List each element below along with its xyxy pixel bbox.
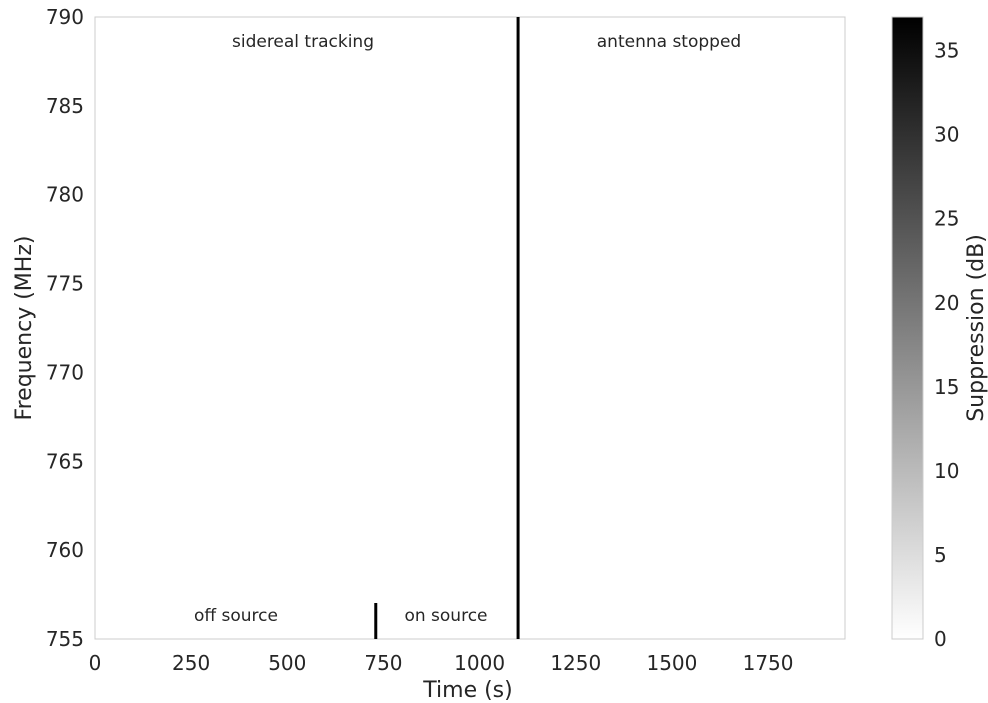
x-axis-ticks: 0 250 500 750 1000 1250 1500 1750 [89, 651, 794, 675]
x-tick-label: 250 [172, 651, 210, 675]
annotation-off-source: off source [194, 606, 278, 626]
heatmap-streaks [173, 70, 832, 577]
missing-data-streak [656, 411, 659, 577]
y-tick-label: 780 [46, 183, 84, 207]
x-tick-label: 500 [268, 651, 306, 675]
colorbar-title: Suppression (dB) [964, 234, 988, 422]
annotation-sidereal-tracking: sidereal tracking [232, 32, 374, 52]
colorbar [891, 16, 924, 640]
missing-data-streak [173, 411, 176, 577]
y-tick-label: 775 [46, 272, 84, 296]
annotation-on-source: on source [404, 606, 487, 626]
missing-data-streak [687, 70, 690, 391]
colorbar-tick-label: 25 [934, 207, 959, 231]
x-tick-label: 1500 [646, 651, 697, 675]
x-tick-label: 0 [89, 651, 102, 675]
colorbar-tick-label: 15 [934, 375, 959, 399]
y-tick-label: 755 [46, 627, 84, 651]
missing-data-streak [448, 70, 451, 391]
annotation-antenna-stopped: antenna stopped [597, 32, 741, 52]
x-axis-title: Time (s) [422, 678, 512, 703]
missing-data-streak [825, 411, 828, 577]
colorbar-tick-label: 10 [934, 459, 959, 483]
y-axis-ticks: 755 760 765 770 775 780 785 790 [46, 5, 84, 651]
colorbar-tick-label: 35 [934, 39, 959, 63]
x-tick-label: 1750 [743, 651, 794, 675]
missing-data-streak [787, 70, 790, 391]
y-axis-title: Frequency (MHz) [12, 236, 37, 421]
colorbar-tick-label: 20 [934, 291, 959, 315]
colorbar-tick-label: 0 [934, 627, 947, 651]
colorbar-tick-label: 5 [934, 543, 947, 567]
y-tick-label: 765 [46, 449, 84, 473]
missing-data-streak [829, 411, 832, 577]
y-tick-label: 785 [46, 94, 84, 118]
missing-data-streak [571, 411, 574, 577]
y-tick-label: 790 [46, 5, 84, 29]
colorbar-ticks: 0 5 10 15 20 25 30 35 [934, 39, 959, 651]
missing-data-streak [533, 411, 536, 577]
plot-area [94, 16, 846, 640]
y-tick-label: 770 [46, 360, 84, 384]
x-tick-label: 1000 [454, 651, 505, 675]
x-tick-label: 750 [364, 651, 402, 675]
missing-data-streak [526, 411, 529, 577]
missing-data-streak [802, 411, 805, 577]
x-tick-label: 1250 [550, 651, 601, 675]
colorbar-tick-label: 30 [934, 123, 959, 147]
missing-data-streak [764, 411, 767, 577]
y-tick-label: 760 [46, 538, 84, 562]
